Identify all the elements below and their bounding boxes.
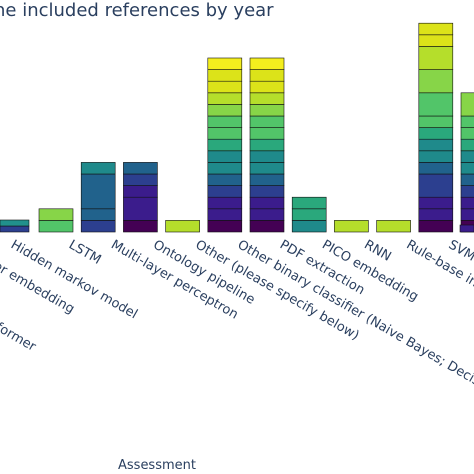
- bar-4-segment-4: [207, 173, 243, 186]
- bar-5-segment-4: [249, 173, 285, 186]
- bar-4-segment-0: [207, 220, 243, 233]
- bar-1-segment-0: [80, 220, 116, 233]
- bar-3-segment-0: [165, 220, 200, 233]
- bar-1-segment-2: [80, 173, 116, 210]
- bar-5-segment-5: [249, 162, 285, 175]
- x-axis-title: Assessment: [118, 458, 196, 473]
- bar-4-segment-13: [207, 69, 243, 82]
- bar-5-segment-7: [249, 138, 285, 152]
- bar-4-segment-6: [207, 150, 243, 163]
- bar-2-segment-3: [123, 173, 158, 186]
- bar-4-segment-10: [207, 104, 243, 117]
- bar-10-segment-5: [460, 162, 474, 175]
- bar-2-segment-4: [123, 162, 158, 175]
- left-edge-bar-segment-0: [0, 225, 30, 233]
- left-edge-bar-segment-1: [0, 219, 30, 227]
- bar-4-segment-9: [207, 115, 243, 128]
- bar-2-segment-0: [123, 220, 158, 233]
- bar-4-segment-14: [207, 57, 243, 70]
- bar-4-segment-12: [207, 80, 243, 94]
- bar-5-segment-9: [249, 115, 285, 128]
- bar-4-segment-5: [207, 162, 243, 175]
- bar-9-segment-13: [418, 22, 454, 36]
- bar-10-segment-4: [460, 173, 474, 186]
- bar-10-segment-10: [460, 92, 474, 117]
- right-edge-bar-segment-0: [459, 224, 474, 233]
- bar-9-segment-0: [418, 220, 454, 233]
- bar-6-segment-0: [291, 220, 327, 233]
- bar-6-segment-1: [291, 208, 327, 221]
- bar-10-segment-1: [460, 208, 474, 221]
- bar-5-segment-0: [249, 220, 285, 233]
- bar-5-segment-6: [249, 150, 285, 163]
- bar-6-segment-2: [291, 196, 327, 210]
- bar-9-segment-11: [418, 46, 454, 70]
- bar-4-segment-11: [207, 92, 243, 105]
- bar-5-segment-12: [249, 80, 285, 94]
- bar-9-segment-6: [418, 138, 454, 152]
- bar-4-segment-2: [207, 196, 243, 210]
- bar-9-segment-12: [418, 34, 454, 47]
- bar-1-segment-3: [80, 162, 116, 175]
- x-tick-label-1: LSTM: [66, 237, 104, 267]
- bar-10-segment-3: [460, 185, 474, 198]
- chart-title: ne included references by year: [0, 0, 274, 21]
- bar-9-segment-1: [418, 208, 454, 221]
- bar-5-segment-11: [249, 92, 285, 105]
- x-tick-label-clipped-1: nsformer: [0, 312, 39, 355]
- bar-4-segment-1: [207, 208, 243, 221]
- bar-10-segment-9: [460, 115, 474, 128]
- bar-9-segment-4: [418, 162, 454, 175]
- bar-5-segment-3: [249, 185, 285, 198]
- bar-5-segment-10: [249, 104, 285, 117]
- bar-5-segment-8: [249, 127, 285, 140]
- bar-8-segment-0: [376, 220, 411, 233]
- bar-10-segment-2: [460, 196, 474, 210]
- bar-5-segment-14: [249, 57, 285, 70]
- bar-4-segment-8: [207, 127, 243, 140]
- bar-7-segment-0: [334, 220, 369, 233]
- bar-9-segment-2: [418, 196, 454, 210]
- bar-9-segment-9: [418, 92, 454, 117]
- bar-5-segment-2: [249, 196, 285, 210]
- bar-10-segment-7: [460, 138, 474, 152]
- bar-0-segment-0: [38, 220, 74, 233]
- bar-4-segment-3: [207, 185, 243, 198]
- bar-0-segment-1: [38, 208, 74, 221]
- bar-9-segment-3: [418, 173, 454, 198]
- bar-9-segment-5: [418, 150, 454, 163]
- bar-9-segment-8: [418, 115, 454, 128]
- bar-1-segment-1: [80, 208, 116, 221]
- bar-2-segment-2: [123, 185, 158, 198]
- bar-4-segment-7: [207, 138, 243, 152]
- bar-2-segment-1: [123, 196, 158, 221]
- bar-10-segment-8: [460, 127, 474, 140]
- bar-9-segment-7: [418, 127, 454, 140]
- bar-9-segment-10: [418, 69, 454, 94]
- bar-10-segment-6: [460, 150, 474, 163]
- bar-5-segment-1: [249, 208, 285, 221]
- bar-5-segment-13: [249, 69, 285, 82]
- bars-group: [0, 22, 474, 233]
